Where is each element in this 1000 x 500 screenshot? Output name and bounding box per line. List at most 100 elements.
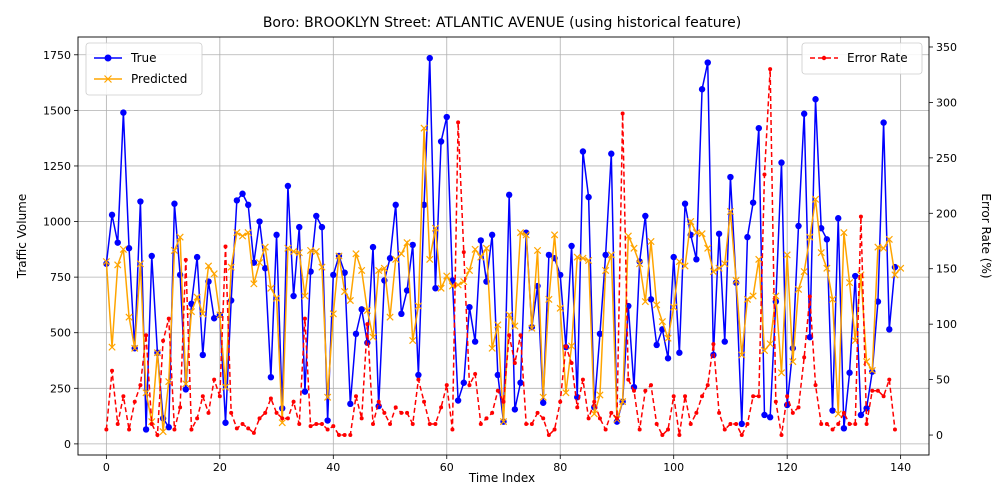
data-point xyxy=(573,253,581,261)
data-point xyxy=(601,266,610,275)
data-point xyxy=(539,393,547,401)
data-point xyxy=(717,410,722,415)
data-point xyxy=(546,433,551,438)
data-point xyxy=(579,254,587,262)
data-point xyxy=(262,265,269,272)
data-point xyxy=(393,405,398,410)
data-point xyxy=(256,218,263,225)
data-point xyxy=(654,421,659,426)
data-point xyxy=(749,199,757,206)
x-tick-label: 140 xyxy=(890,461,911,474)
data-point xyxy=(762,172,767,177)
data-point xyxy=(687,217,695,226)
data-point xyxy=(233,229,241,237)
data-point xyxy=(558,399,563,404)
data-point xyxy=(533,246,542,255)
data-point xyxy=(318,263,326,271)
data-point xyxy=(540,399,547,406)
data-point xyxy=(501,399,506,404)
data-point xyxy=(607,251,615,259)
data-point xyxy=(494,321,502,329)
data-point xyxy=(477,237,485,244)
y-tick-label: 1500 xyxy=(43,104,71,117)
data-point xyxy=(541,416,546,421)
data-point xyxy=(749,292,757,300)
data-point xyxy=(681,262,689,270)
data-point xyxy=(596,391,604,399)
data-point xyxy=(399,410,404,415)
data-point xyxy=(313,212,320,220)
data-point xyxy=(664,355,672,362)
data-point xyxy=(789,357,797,366)
data-point xyxy=(743,295,752,303)
data-point xyxy=(677,433,682,438)
data-point xyxy=(108,343,116,351)
data-point xyxy=(165,424,172,431)
data-point xyxy=(728,421,733,426)
data-point xyxy=(529,421,534,426)
data-point xyxy=(495,388,500,393)
data-point xyxy=(199,310,207,318)
data-point xyxy=(341,287,349,296)
data-point xyxy=(511,406,519,413)
data-point xyxy=(885,235,893,243)
data-point xyxy=(161,338,166,343)
data-point xyxy=(307,268,314,275)
data-point xyxy=(166,316,171,321)
data-point xyxy=(580,377,585,382)
data-point xyxy=(484,416,489,421)
data-point xyxy=(188,300,195,308)
data-point xyxy=(700,394,705,399)
data-point xyxy=(766,340,774,348)
data-point xyxy=(517,379,524,386)
data-point xyxy=(596,330,604,338)
data-point xyxy=(817,249,825,257)
data-point xyxy=(216,311,224,319)
data-point xyxy=(120,109,127,116)
data-point xyxy=(359,416,364,421)
data-point xyxy=(535,410,540,415)
data-point xyxy=(738,351,746,359)
data-point xyxy=(683,394,688,399)
data-point xyxy=(369,243,377,251)
y2-tick-label: 300 xyxy=(936,96,957,109)
data-point xyxy=(477,253,485,261)
data-point xyxy=(348,433,353,438)
data-point xyxy=(473,372,478,377)
y-tick-label: 750 xyxy=(50,271,71,284)
data-point xyxy=(272,294,281,302)
data-point xyxy=(125,245,133,252)
data-point xyxy=(341,269,348,276)
data-point xyxy=(649,383,654,388)
y2-tick-label: 250 xyxy=(936,152,957,165)
data-point xyxy=(585,193,592,201)
data-point xyxy=(557,271,564,279)
data-point xyxy=(454,281,462,289)
data-point xyxy=(819,421,824,426)
x-tick-label: 0 xyxy=(103,461,110,474)
data-point xyxy=(790,410,795,415)
data-point xyxy=(132,399,137,404)
data-point xyxy=(569,360,574,365)
data-point xyxy=(240,421,245,426)
data-point xyxy=(845,279,854,287)
data-point xyxy=(466,303,473,311)
data-point xyxy=(868,366,876,375)
data-point xyxy=(800,267,808,276)
data-point xyxy=(864,421,869,426)
data-point xyxy=(783,251,791,259)
data-point xyxy=(426,255,434,263)
data-point xyxy=(195,416,200,421)
data-point xyxy=(704,244,712,252)
data-point xyxy=(568,242,575,250)
legend-marker xyxy=(821,55,827,61)
data-point xyxy=(392,255,400,263)
data-point xyxy=(318,223,326,231)
data-point xyxy=(584,256,593,265)
x-tick-label: 100 xyxy=(663,461,684,474)
data-point xyxy=(755,124,762,132)
data-point xyxy=(666,427,671,432)
data-point xyxy=(200,394,205,399)
data-point xyxy=(439,405,444,410)
data-point xyxy=(206,410,211,415)
